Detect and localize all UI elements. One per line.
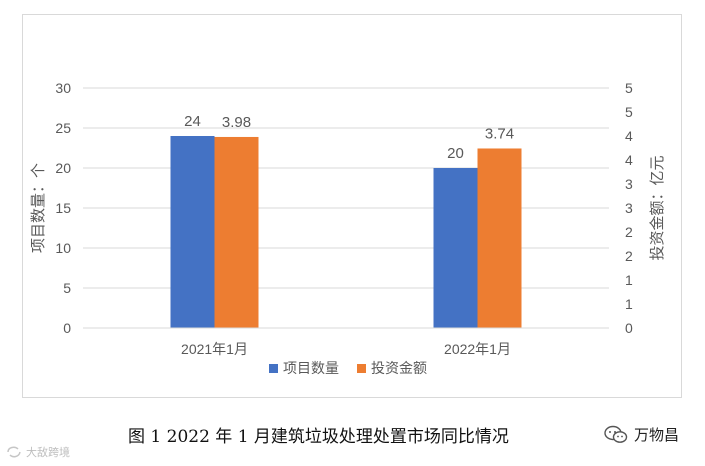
y-left-tick-label: 0 bbox=[63, 320, 71, 336]
y-right-axis-title: 投资金额：亿元 bbox=[649, 155, 666, 260]
legend-label: 项目数量 bbox=[283, 360, 339, 376]
data-label: 24 bbox=[184, 113, 201, 130]
y-right-tick-label: 2 bbox=[625, 248, 633, 264]
y-right-tick-label: 4 bbox=[625, 152, 633, 168]
y-right-tick-label: 5 bbox=[625, 104, 633, 120]
y-right-tick-label: 1 bbox=[625, 296, 633, 312]
x-tick-label: 2021年1月 bbox=[181, 341, 248, 357]
y-left-tick-label: 15 bbox=[55, 200, 71, 216]
legend-label: 投资金额 bbox=[371, 360, 427, 376]
bar bbox=[214, 136, 259, 328]
chart-svg: 0 5 10 15 20 25 30 0 1 1 2 2 3 3 4 4 5 5 项目数量：个 投资金额：亿元 24 3.… bbox=[30, 80, 666, 376]
y-left-tick-label: 30 bbox=[55, 80, 71, 96]
legend-swatch bbox=[269, 364, 278, 373]
data-label: 20 bbox=[447, 145, 464, 162]
data-label: 3.98 bbox=[222, 114, 251, 131]
bar bbox=[477, 148, 522, 328]
figure-caption: 图 1 2022 年 1 月建筑垃圾处理处置市场同比情况 bbox=[128, 427, 509, 447]
brand-name: 万物昌 bbox=[634, 426, 680, 444]
bar bbox=[170, 136, 215, 328]
y-right-tick-label: 1 bbox=[625, 272, 633, 288]
y-left-axis-title: 项目数量：个 bbox=[30, 163, 47, 253]
bar bbox=[433, 168, 478, 328]
y-right-tick-label: 3 bbox=[625, 176, 633, 192]
logo-icon bbox=[7, 446, 21, 458]
chart-frame: 0 5 10 15 20 25 30 0 1 1 2 2 3 3 4 4 5 5 项目数量：个 投资金额：亿元 24 3.… bbox=[22, 14, 682, 398]
wechat-icon bbox=[604, 425, 628, 443]
y-right-tick-label: 3 bbox=[625, 200, 633, 216]
y-right-tick-label: 5 bbox=[625, 80, 633, 96]
y-right-tick-label: 4 bbox=[625, 128, 633, 144]
y-left-tick-label: 10 bbox=[55, 240, 71, 256]
brand: 万物昌 bbox=[604, 424, 679, 445]
data-label: 3.74 bbox=[485, 125, 514, 142]
legend-swatch bbox=[357, 364, 366, 373]
watermark: 大敌跨境 bbox=[6, 444, 70, 460]
figure-caption-row: 图 1 2022 年 1 月建筑垃圾处理处置市场同比情况 bbox=[0, 422, 705, 452]
y-left-tick-label: 25 bbox=[55, 120, 71, 136]
watermark-text: 大敌跨境 bbox=[26, 446, 70, 459]
y-right-tick-label: 0 bbox=[625, 320, 633, 336]
y-left-tick-label: 5 bbox=[63, 280, 71, 296]
y-left-tick-label: 20 bbox=[55, 160, 71, 176]
y-right-tick-label: 2 bbox=[625, 224, 633, 240]
x-tick-label: 2022年1月 bbox=[444, 341, 511, 357]
